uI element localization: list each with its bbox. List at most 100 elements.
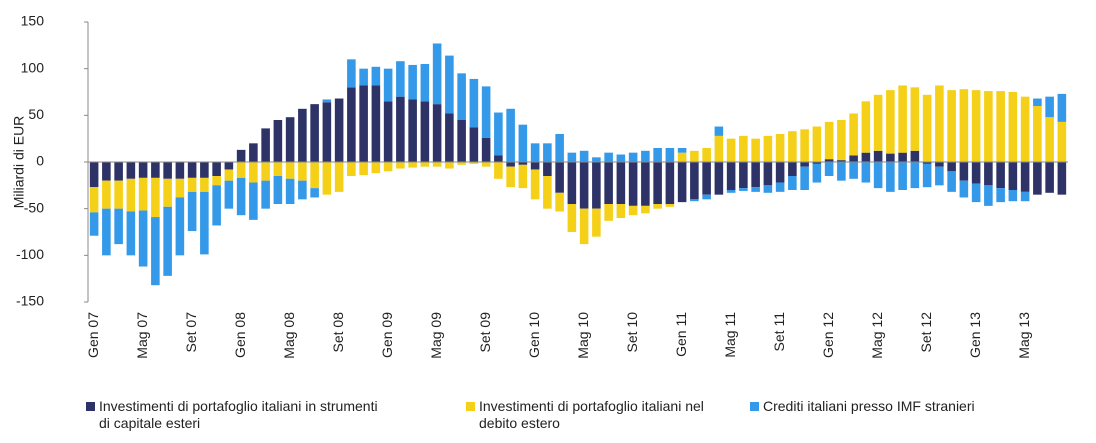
- y-tick-label: 0: [36, 153, 44, 169]
- bar: [690, 162, 699, 200]
- bar: [359, 85, 368, 162]
- bar: [910, 87, 920, 151]
- bar: [310, 104, 319, 162]
- bar: [494, 162, 503, 179]
- bar: [138, 177, 148, 211]
- bar: [163, 206, 172, 276]
- bar: [935, 85, 944, 162]
- bar: [800, 166, 809, 190]
- bar: [200, 191, 209, 255]
- bar: [910, 162, 920, 189]
- legend-label: Investimenti di portafoglio italiani in …: [99, 398, 378, 431]
- x-tick-label: Mag 13: [1016, 312, 1032, 359]
- bar: [592, 157, 601, 162]
- bar: [788, 162, 797, 176]
- bar: [1008, 190, 1018, 202]
- bar: [359, 162, 368, 176]
- bar: [261, 180, 270, 209]
- bar: [922, 94, 932, 162]
- legend-label: Investimenti di portafoglio italiani nel…: [479, 398, 704, 431]
- bar: [837, 160, 846, 162]
- bar: [420, 64, 430, 102]
- bar: [1045, 96, 1054, 118]
- bar: [996, 188, 1005, 203]
- bar: [383, 68, 393, 102]
- bar: [175, 178, 185, 198]
- x-tick-label: Gen 11: [673, 312, 689, 357]
- bar: [898, 162, 907, 190]
- bar: [236, 149, 246, 162]
- bar: [726, 138, 736, 162]
- bar: [702, 148, 711, 162]
- bar: [886, 153, 895, 162]
- bar: [175, 197, 185, 256]
- bar: [420, 101, 430, 162]
- bar: [984, 185, 993, 206]
- x-tick-label: Set 12: [918, 312, 934, 353]
- x-tick-label: Mag 11: [722, 312, 738, 358]
- bar: [285, 178, 295, 204]
- bar: [383, 162, 393, 172]
- bar: [837, 162, 846, 181]
- bar: [996, 91, 1005, 162]
- bar: [114, 180, 123, 209]
- bar: [212, 162, 221, 176]
- bar: [1057, 121, 1067, 162]
- bar: [971, 162, 981, 184]
- bar: [371, 162, 381, 174]
- bar: [947, 171, 956, 192]
- bar: [175, 162, 185, 179]
- bar: [273, 162, 283, 176]
- bar: [249, 143, 258, 162]
- x-tick-label: Mag 08: [281, 312, 297, 359]
- bar: [665, 204, 675, 207]
- bar: [628, 162, 638, 206]
- bar: [445, 55, 454, 114]
- bar: [322, 102, 332, 162]
- bar: [543, 162, 552, 176]
- bar: [1020, 191, 1030, 202]
- bar: [469, 78, 479, 128]
- bar: [1033, 162, 1042, 195]
- bar: [285, 117, 295, 162]
- x-tick-label: Set 10: [624, 312, 640, 353]
- bar: [163, 162, 172, 179]
- bar: [579, 150, 589, 162]
- bar: [200, 177, 209, 192]
- bar: [653, 162, 662, 204]
- bar: [616, 204, 626, 218]
- bar: [788, 131, 797, 162]
- bar: [653, 148, 662, 162]
- bar: [751, 162, 760, 188]
- bar: [469, 127, 479, 162]
- chart: Miliardi di EUR -150 -100 -50 0 50 100 150 Gen …: [11, 13, 1068, 359]
- bar: [702, 162, 711, 195]
- bar: [812, 163, 822, 183]
- bar: [690, 199, 699, 202]
- bar: [89, 187, 99, 213]
- bar: [1045, 117, 1054, 162]
- bar: [873, 94, 883, 151]
- bar: [616, 162, 626, 204]
- bar: [273, 120, 283, 162]
- x-tick-label: Gen 12: [820, 312, 836, 358]
- bar: [457, 120, 466, 162]
- bar: [849, 113, 858, 156]
- bar: [861, 101, 871, 153]
- bar: [396, 61, 405, 97]
- y-tick-label: -50: [24, 199, 44, 215]
- bar: [518, 162, 528, 165]
- bar: [592, 208, 601, 237]
- bar: [751, 187, 760, 192]
- bar: [1033, 106, 1042, 162]
- bar: [1057, 162, 1067, 195]
- bar: [812, 126, 822, 162]
- bar: [212, 176, 221, 186]
- bar: [543, 176, 552, 209]
- bar: [984, 162, 993, 186]
- bar: [677, 148, 687, 153]
- legend-swatch: [466, 402, 475, 411]
- bar: [396, 162, 405, 169]
- bar: [714, 126, 724, 136]
- bar: [947, 162, 956, 172]
